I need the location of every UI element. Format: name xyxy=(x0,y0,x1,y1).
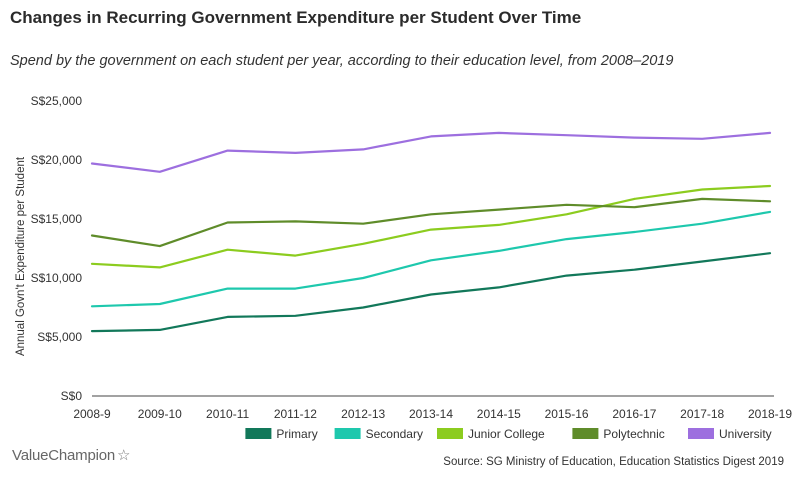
brand-logo: ValueChampion ☆ xyxy=(12,446,131,464)
brand-text-champion: Champion xyxy=(48,447,116,464)
brand-text-value: Value xyxy=(12,447,49,464)
series-line-polytechnic xyxy=(90,197,772,248)
legend-label-university: University xyxy=(719,427,772,441)
series-line-secondary xyxy=(90,210,772,308)
y-tick-label: S$20,000 xyxy=(31,153,83,167)
x-tick-label: 2016-17 xyxy=(612,407,656,421)
series-line-university xyxy=(90,131,772,173)
chart-subtitle: Spend by the government on each student … xyxy=(10,53,674,69)
legend-label-primary: Primary xyxy=(276,427,317,441)
chart-title: Changes in Recurring Government Expendit… xyxy=(10,8,582,27)
series-lines xyxy=(90,131,772,333)
y-tick-label: S$0 xyxy=(61,389,83,403)
x-tick-label: 2014-15 xyxy=(477,407,521,421)
series-line-junior-college xyxy=(90,184,772,269)
x-tick-label: 2009-10 xyxy=(138,407,182,421)
y-tick-label: S$5,000 xyxy=(37,330,82,344)
source-note: Source: SG Ministry of Education, Educat… xyxy=(443,456,784,468)
legend: Primary Secondary Junior College Polytechni… xyxy=(245,427,772,441)
legend-label-polytechnic: Polytechnic xyxy=(603,427,664,441)
star-icon: ☆ xyxy=(117,447,131,464)
y-tick-label: S$25,000 xyxy=(31,94,83,108)
x-tick-label: 2011-12 xyxy=(274,407,317,421)
legend-swatch-junior-college xyxy=(437,428,463,439)
legend-swatch-primary xyxy=(245,428,272,439)
x-tick-label: 2015-16 xyxy=(545,407,589,421)
x-tick-label: 2017-18 xyxy=(680,407,724,421)
axes: S$0 S$5,000 S$10,000 S$15,000 S$20,000 S$25,0… xyxy=(15,94,792,421)
legend-label-junior-college: Junior College xyxy=(468,427,545,441)
legend-label-secondary: Secondary xyxy=(366,427,423,441)
y-tick-label: S$10,000 xyxy=(31,271,83,285)
x-tick-label: 2018-19 xyxy=(748,407,792,421)
series-line-primary xyxy=(90,252,772,333)
legend-swatch-university xyxy=(688,428,714,439)
x-tick-label: 2013-14 xyxy=(409,407,453,421)
legend-swatch-polytechnic xyxy=(572,428,599,439)
x-tick-label: 2008-9 xyxy=(73,407,111,421)
y-axis-label: Annual Govn't Expenditure per Student xyxy=(15,156,27,356)
x-tick-label: 2010-11 xyxy=(206,407,249,421)
legend-swatch-secondary xyxy=(334,428,361,439)
x-tick-label: 2012-13 xyxy=(341,407,385,421)
y-tick-label: S$15,000 xyxy=(31,212,83,226)
